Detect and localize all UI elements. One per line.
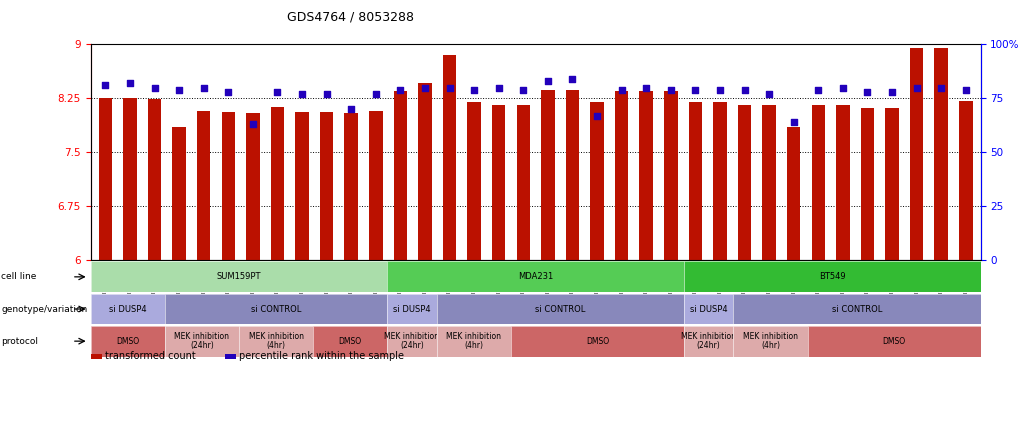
Point [834, 84, 851, 91]
Point [614, 86, 630, 93]
Bar [468, 102, 481, 260]
Bar [99, 99, 112, 260]
Bar [296, 112, 309, 260]
Text: si CONTROL: si CONTROL [251, 305, 301, 313]
Point [196, 84, 212, 91]
Point [220, 88, 237, 95]
Text: SUM159PT: SUM159PT [216, 272, 262, 281]
Bar [836, 105, 850, 260]
Point [540, 78, 556, 85]
Point [662, 86, 679, 93]
Point [884, 88, 900, 95]
Bar [959, 101, 972, 260]
Point [786, 119, 802, 126]
Point [122, 80, 138, 87]
Bar [92, 354, 102, 359]
Point [294, 91, 310, 97]
Text: DMSO: DMSO [339, 337, 362, 346]
Bar [737, 105, 751, 260]
Text: MDA231: MDA231 [518, 272, 553, 281]
Bar [762, 105, 776, 260]
Bar [909, 48, 924, 260]
Bar [517, 105, 530, 260]
Bar [418, 82, 432, 260]
Text: BT549: BT549 [819, 272, 846, 281]
Bar [812, 105, 825, 260]
Bar [492, 105, 506, 260]
Text: DMSO: DMSO [116, 337, 139, 346]
Point [368, 91, 384, 97]
Text: si DUSP4: si DUSP4 [690, 305, 727, 313]
Point [761, 91, 778, 97]
Bar [271, 107, 284, 260]
Bar [221, 112, 235, 260]
Bar [689, 102, 702, 260]
Bar [320, 112, 334, 260]
Bar [197, 110, 210, 260]
Point [269, 88, 285, 95]
Text: MEK inhibition
(24hr): MEK inhibition (24hr) [681, 332, 736, 351]
Point [515, 86, 531, 93]
Bar [934, 48, 948, 260]
Point [958, 86, 974, 93]
Text: MEK inhibition
(24hr): MEK inhibition (24hr) [384, 332, 440, 351]
Bar [590, 102, 604, 260]
Bar [246, 113, 260, 260]
Bar [664, 91, 678, 260]
Point [245, 121, 262, 128]
Text: si CONTROL: si CONTROL [832, 305, 882, 313]
Text: MEK inhibition
(4hr): MEK inhibition (4hr) [446, 332, 502, 351]
Bar [172, 127, 185, 260]
Bar [124, 99, 137, 260]
Bar [443, 55, 456, 260]
Text: MEK inhibition
(4hr): MEK inhibition (4hr) [248, 332, 304, 351]
Point [343, 106, 359, 113]
Point [146, 84, 163, 91]
Point [392, 86, 409, 93]
Point [638, 84, 654, 91]
Bar [147, 99, 162, 260]
Text: DMSO: DMSO [586, 337, 609, 346]
Text: protocol: protocol [1, 337, 38, 346]
Point [589, 112, 606, 119]
Point [441, 84, 457, 91]
Bar [369, 110, 382, 260]
Point [466, 86, 482, 93]
Text: cell line: cell line [1, 272, 36, 281]
Text: transformed count: transformed count [105, 351, 196, 361]
Point [859, 88, 876, 95]
Point [712, 86, 728, 93]
Point [810, 86, 826, 93]
Bar [886, 108, 899, 260]
Bar [226, 354, 236, 359]
Text: genotype/variation: genotype/variation [1, 305, 88, 313]
Bar [565, 90, 579, 260]
Point [97, 82, 113, 89]
Text: MEK inhibition
(4hr): MEK inhibition (4hr) [743, 332, 798, 351]
Bar [861, 108, 874, 260]
Point [490, 84, 507, 91]
Point [687, 86, 703, 93]
Bar [640, 91, 653, 260]
Point [908, 84, 925, 91]
Text: percentile rank within the sample: percentile rank within the sample [239, 351, 404, 361]
Bar [615, 91, 628, 260]
Point [417, 84, 434, 91]
Text: GDS4764 / 8053288: GDS4764 / 8053288 [286, 11, 414, 24]
Point [318, 91, 335, 97]
Text: si DUSP4: si DUSP4 [393, 305, 431, 313]
Bar [713, 102, 727, 260]
Bar [787, 127, 800, 260]
Text: si CONTROL: si CONTROL [536, 305, 585, 313]
Point [564, 76, 581, 82]
Point [933, 84, 950, 91]
Text: DMSO: DMSO [883, 337, 905, 346]
Bar [541, 91, 554, 260]
Text: si DUSP4: si DUSP4 [109, 305, 146, 313]
Text: MEK inhibition
(24hr): MEK inhibition (24hr) [174, 332, 230, 351]
Point [736, 86, 753, 93]
Point [171, 86, 187, 93]
Bar [344, 113, 358, 260]
Bar [393, 91, 407, 260]
